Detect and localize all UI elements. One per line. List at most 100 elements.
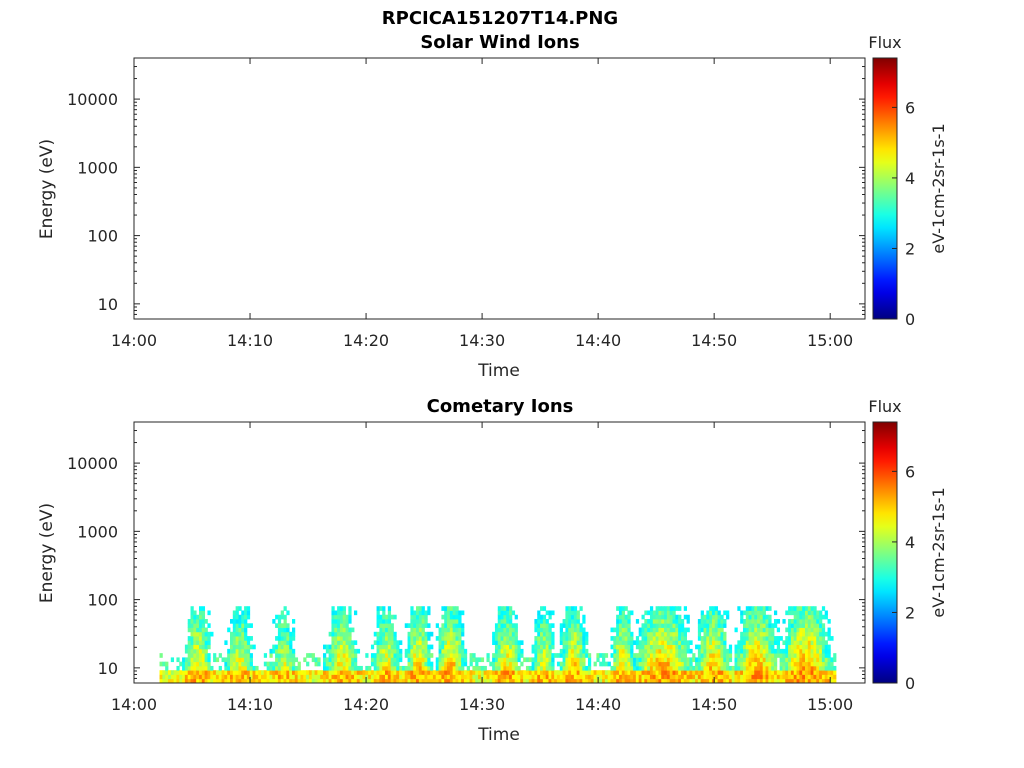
heatmap-cell	[184, 644, 189, 650]
heatmap-cell	[542, 674, 547, 680]
heatmap-cell	[630, 670, 634, 675]
heatmap-cell	[802, 619, 806, 624]
heatmap-cell	[661, 623, 665, 628]
heatmap-cell	[788, 640, 792, 646]
heatmap-cell	[545, 678, 549, 684]
heatmap-cell	[351, 640, 355, 646]
heatmap-cell	[246, 670, 251, 675]
heatmap-cell	[683, 606, 688, 611]
heatmap-cell	[579, 665, 583, 671]
heatmap-cell	[796, 614, 800, 620]
heatmap-cell	[354, 610, 358, 616]
heatmap-cell	[201, 678, 206, 684]
heatmap-cell	[382, 640, 386, 646]
heatmap-cell	[571, 653, 575, 658]
heatmap-cell	[759, 657, 764, 663]
heatmap-cell	[269, 665, 273, 671]
heatmap-cell	[396, 665, 400, 671]
heatmap-cell	[745, 644, 750, 650]
heatmap-cell	[720, 614, 724, 620]
heatmap-cell	[810, 670, 814, 675]
heatmap-cell	[765, 614, 769, 620]
heatmap-cell	[706, 665, 710, 671]
heatmap-cell	[376, 644, 380, 650]
x-tick-label: 14:30	[459, 331, 505, 350]
heatmap-cell	[579, 640, 583, 646]
heatmap-cell	[737, 657, 741, 663]
heatmap-cell	[509, 670, 513, 675]
heatmap-cell	[511, 623, 516, 628]
heatmap-cell	[621, 661, 625, 667]
heatmap-cell	[413, 665, 417, 671]
heatmap-cell	[320, 674, 324, 680]
heatmap-cell	[300, 670, 304, 675]
heatmap-cell	[621, 648, 625, 654]
heatmap-cell	[618, 648, 623, 654]
heatmap-cell	[664, 657, 668, 663]
heatmap-cell	[551, 636, 555, 641]
heatmap-cell	[788, 678, 792, 684]
heatmap-cell	[683, 627, 688, 633]
heatmap-cell	[630, 661, 634, 667]
heatmap-cell	[337, 623, 341, 628]
heatmap-cell	[754, 619, 758, 624]
heatmap-cell	[785, 636, 789, 641]
heatmap-cell	[652, 648, 657, 654]
heatmap-cell	[207, 623, 211, 628]
heatmap-cell	[745, 653, 750, 658]
heatmap-cell	[441, 657, 445, 663]
heatmap-cell	[571, 674, 575, 680]
heatmap-cell	[232, 648, 237, 654]
heatmap-cell	[816, 636, 820, 641]
heatmap-cell	[385, 644, 389, 650]
heatmap-cell	[807, 610, 812, 616]
heatmap-cell	[776, 648, 781, 654]
heatmap-cell	[241, 678, 245, 684]
heatmap-cell	[714, 636, 719, 641]
heatmap-cell	[416, 606, 420, 611]
x-tick-label: 14:20	[343, 331, 389, 350]
heatmap-cell	[768, 627, 772, 633]
heatmap-cell	[387, 648, 392, 654]
heatmap-cell	[213, 657, 217, 663]
heatmap-cell	[571, 614, 575, 620]
heatmap-cell	[666, 644, 671, 650]
heatmap-cell	[779, 665, 783, 671]
heatmap-cell	[187, 644, 191, 650]
heatmap-cell	[331, 631, 335, 637]
heatmap-cell	[630, 674, 634, 680]
heatmap-cell	[768, 674, 772, 680]
heatmap-cell	[339, 636, 344, 641]
heatmap-cell	[816, 640, 820, 646]
heatmap-cell	[368, 665, 372, 671]
heatmap-cell	[700, 636, 704, 641]
heatmap-cell	[241, 670, 245, 675]
heatmap-cell	[711, 657, 716, 663]
heatmap-cell	[218, 674, 222, 680]
heatmap-cell	[771, 670, 775, 675]
heatmap-cell	[196, 640, 200, 646]
heatmap-cell	[342, 670, 346, 675]
heatmap-cell	[616, 636, 620, 641]
heatmap-cell	[568, 653, 572, 658]
heatmap-cell	[444, 648, 448, 654]
heatmap-cell	[418, 610, 423, 616]
heatmap-cell	[726, 670, 730, 675]
heatmap-cell	[430, 644, 434, 650]
heatmap-cell	[548, 644, 552, 650]
heatmap-cell	[559, 653, 563, 658]
heatmap-cell	[545, 619, 549, 624]
heatmap-cell	[759, 653, 764, 658]
heatmap-cell	[599, 678, 603, 684]
heatmap-cell	[649, 665, 654, 671]
heatmap-cell	[331, 623, 335, 628]
heatmap-cell	[458, 678, 462, 684]
heatmap-cell	[565, 606, 569, 611]
heatmap-cell	[289, 648, 293, 654]
heatmap-cell	[461, 610, 465, 616]
heatmap-cell	[793, 610, 797, 616]
heatmap-cell	[204, 648, 208, 654]
heatmap-cell	[159, 670, 163, 675]
heatmap-cell	[740, 640, 744, 646]
heatmap-cell	[320, 670, 324, 675]
